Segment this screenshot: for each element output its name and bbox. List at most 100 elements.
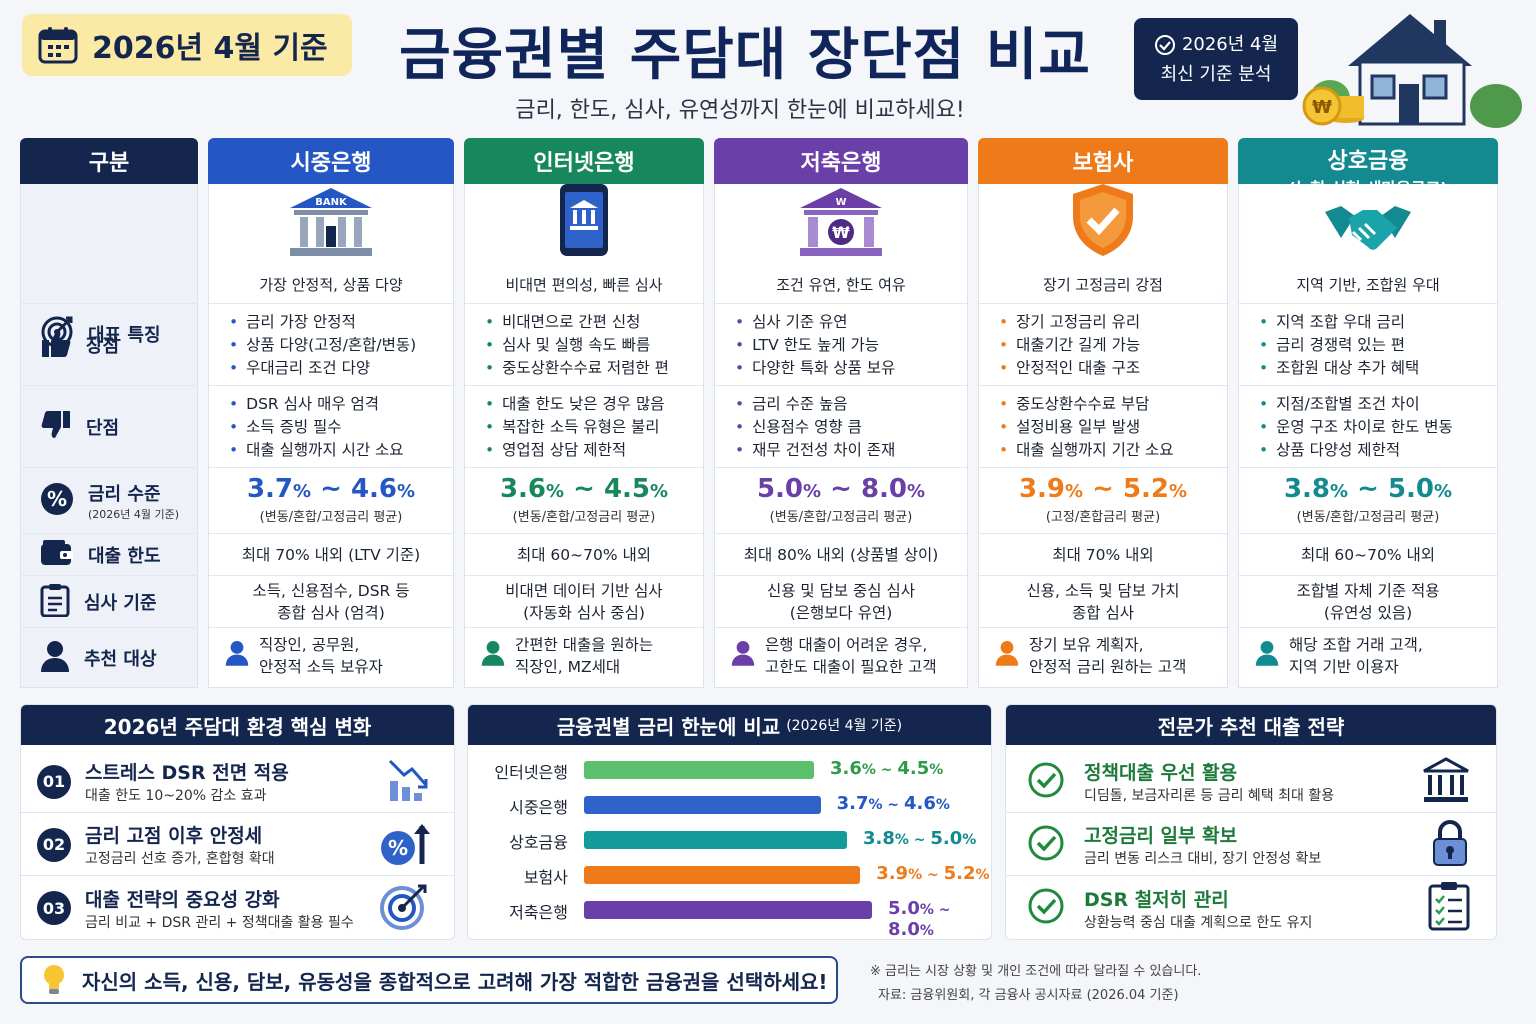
column-header-2: 인터넷은행 bbox=[464, 138, 704, 184]
svg-text:₩: ₩ bbox=[832, 223, 850, 242]
row-divider bbox=[20, 467, 198, 468]
pros-cell: 지역 조합 우대 금리금리 경쟁력 있는 편조합원 대상 추가 혜택 bbox=[1239, 304, 1497, 386]
mobile-bank-icon bbox=[556, 182, 612, 264]
change-text: 금리 고점 이후 안정세 고정금리 선호 증가, 혼합형 확대 bbox=[85, 821, 364, 868]
bank-icon: BANK bbox=[286, 186, 376, 264]
target-cell: 간편한 대출을 원하는 직장인, MZ세대 bbox=[465, 628, 703, 684]
person-icon bbox=[1255, 639, 1279, 673]
tip-text: 자신의 소득, 신용, 담보, 유동성을 종합적으로 고려해 가장 적합한 금융… bbox=[82, 969, 828, 994]
row-divider bbox=[20, 385, 198, 386]
change-title: 스트레스 DSR 전면 적용 bbox=[85, 762, 289, 784]
rate-cell: 3.7% ~ 4.6% (변동/혼합/고정금리 평균) bbox=[209, 468, 453, 534]
row-divider bbox=[715, 627, 967, 628]
row-divider bbox=[979, 467, 1227, 468]
won-coin-symbol: ₩ bbox=[1312, 97, 1332, 118]
rate-note: (변동/혼합/고정금리 평균) bbox=[259, 509, 403, 525]
feature-text: 조건 유연, 한도 여유 bbox=[776, 276, 906, 294]
cons-cell: DSR 심사 매우 엄격소득 증빙 필수대출 실행까지 시간 소요 bbox=[209, 386, 453, 468]
cons-cell: 지점/조합별 조건 차이운영 구조 차이로 한도 변동상품 다양성 제한적 bbox=[1239, 386, 1497, 468]
change-item: 03 대출 전략의 중요성 강화 금리 비교 + DSR 관리 + 정책대출 활용 … bbox=[21, 877, 454, 939]
row-label-2: 장점 bbox=[20, 304, 196, 386]
row-divider bbox=[465, 627, 703, 628]
rate-bar-chart: 인터넷은행 3.6% ~ 4.5% 시중은행 3.7% ~ 4.6% 상호금융 3.8% … bbox=[468, 745, 991, 939]
review-line: 종합 심사 bbox=[1072, 604, 1134, 622]
column-name: 인터넷은행 bbox=[533, 151, 635, 176]
handshake-icon bbox=[1323, 198, 1413, 264]
cons-item: DSR 심사 매우 엄격 bbox=[229, 393, 379, 416]
chart-bar bbox=[584, 901, 872, 919]
check-circle-icon bbox=[1028, 888, 1064, 928]
row-divider bbox=[465, 575, 703, 576]
target-text: 해당 조합 거래 고객, 지역 기반 이용자 bbox=[1289, 636, 1423, 676]
row-divider bbox=[209, 467, 453, 468]
analysis-line2: 최신 기준 분석 bbox=[1160, 64, 1272, 85]
changes-panel: 2026년 주담대 환경 핵심 변화 01 스트레스 DSR 전면 적용 대출 한도… bbox=[20, 704, 455, 940]
row-label-text: 단점 bbox=[86, 418, 120, 439]
strategy-item: DSR 철저히 관리 상환능력 중심 대출 계획으로 한도 유지 bbox=[1006, 877, 1496, 939]
review-line: (은행보다 유연) bbox=[789, 604, 893, 622]
footnote: ※ 금리는 시장 상황 및 개인 조건에 따라 달라질 수 있습니다. 자료: … bbox=[870, 960, 1201, 1008]
wallet-icon bbox=[40, 539, 74, 572]
target-text: 간편한 대출을 원하는 직장인, MZ세대 bbox=[515, 636, 654, 676]
row-divider bbox=[20, 533, 198, 534]
column-4: 장기 고정금리 강점장기 고정금리 유리대출기간 길게 가능안정적인 대출 구조… bbox=[978, 184, 1228, 688]
check-circle-icon bbox=[1028, 825, 1064, 865]
row-divider bbox=[209, 627, 453, 628]
analysis-line1: 2026년 4월 bbox=[1134, 30, 1298, 60]
review-line: 비대면 데이터 기반 심사 bbox=[505, 582, 663, 600]
strategy-item: 고정금리 일부 확보 금리 변동 리스크 대비, 장기 안정성 확보 bbox=[1006, 814, 1496, 876]
column-5: 지역 기반, 조합원 우대지역 조합 우대 금리금리 경쟁력 있는 편조합원 대… bbox=[1238, 184, 1498, 688]
target-text: 직장인, 공무원, 안정적 소득 보유자 bbox=[259, 636, 383, 676]
row-divider bbox=[979, 627, 1227, 628]
rate-note: (변동/혼합/고정금리 평균) bbox=[769, 509, 913, 525]
row-divider bbox=[715, 385, 967, 386]
chart-bar bbox=[584, 831, 847, 849]
strategy-text: DSR 철저히 관리 상환능력 중심 대출 계획으로 한도 유지 bbox=[1084, 885, 1414, 932]
table-label-header: 구분 bbox=[20, 138, 198, 184]
svg-text:W: W bbox=[835, 197, 846, 208]
rate-cell: 5.0% ~ 8.0% (변동/혼합/고정금리 평균) bbox=[715, 468, 967, 534]
column-2: 비대면 편의성, 빠른 심사비대면으로 간편 신청심사 및 실행 속도 빠름중도… bbox=[464, 184, 704, 688]
rate-range: 3.7% ~ 4.6% bbox=[246, 473, 416, 504]
percent-icon: % bbox=[40, 482, 74, 521]
bank-building-icon bbox=[1422, 756, 1470, 807]
strategy-desc: 금리 변동 리스크 대비, 장기 안정성 확보 bbox=[1084, 851, 1322, 867]
cons-cell: 금리 수준 높음신용점수 영향 큼재무 건전성 차이 존재 bbox=[715, 386, 967, 468]
pros-cell: 장기 고정금리 유리대출기간 길게 가능안정적인 대출 구조 bbox=[979, 304, 1227, 386]
row-divider bbox=[715, 575, 967, 576]
row-label-3: 단점 bbox=[20, 386, 196, 468]
rate-note: (변동/혼합/고정금리 평균) bbox=[1296, 509, 1440, 525]
change-title: 대출 전략의 중요성 강화 bbox=[85, 888, 280, 911]
change-title: 금리 고점 이후 안정세 bbox=[85, 825, 263, 847]
column-name: 저축은행 bbox=[800, 151, 882, 176]
cons-cell: 중도상환수수료 부담설정비용 일부 발생대출 실행까지 기간 소요 bbox=[979, 386, 1227, 468]
pros-item: 조합원 대상 추가 혜택 bbox=[1259, 357, 1419, 380]
rate-chart-title: 금융권별 금리 한눈에 비교 (2026년 4월 기준) bbox=[468, 705, 991, 745]
target-cell: 해당 조합 거래 고객, 지역 기반 이용자 bbox=[1239, 628, 1497, 684]
tip-box: 자신의 소득, 신용, 담보, 유동성을 종합적으로 고려해 가장 적합한 금융… bbox=[20, 956, 838, 1004]
row-divider bbox=[209, 533, 453, 534]
pros-item: 중도상환수수료 저렴한 편 bbox=[485, 357, 669, 380]
chart-category-label: 시중은행 bbox=[509, 798, 568, 817]
row-divider bbox=[209, 575, 453, 576]
savings-bank-icon: W ₩ bbox=[796, 186, 886, 264]
target-cell: 은행 대출이 어려운 경우, 고한도 대출이 필요한 고객 bbox=[715, 628, 967, 684]
row-divider bbox=[20, 303, 198, 304]
cons-item: 영업점 상담 제한적 bbox=[485, 439, 626, 462]
pros-item: 다양한 특화 상품 보유 bbox=[735, 357, 895, 380]
review-line: (유연성 있음) bbox=[1323, 604, 1413, 622]
change-desc: 금리 비교 + DSR 관리 + 정책대출 활용 필수 bbox=[85, 914, 354, 931]
strategy-desc: 디딤돌, 보금자리론 등 금리 혜택 최대 활용 bbox=[1084, 788, 1335, 804]
house-illustration-icon: ₩ bbox=[1302, 14, 1522, 128]
person-icon bbox=[731, 639, 755, 673]
chart-down-icon bbox=[386, 757, 430, 807]
column-name: 상호금융 bbox=[1327, 149, 1409, 174]
rate-chart-panel: 금융권별 금리 한눈에 비교 (2026년 4월 기준) 인터넷은행 3.6% ~… bbox=[467, 704, 992, 940]
change-item: 02 금리 고점 이후 안정세 고정금리 선호 증가, 혼합형 확대% bbox=[21, 814, 454, 876]
strategy-title: DSR 철저히 관리 bbox=[1084, 888, 1229, 911]
row-divider bbox=[1239, 467, 1497, 468]
cons-item: 지점/조합별 조건 차이 bbox=[1259, 393, 1419, 416]
column-header-1: 시중은행 bbox=[208, 138, 454, 184]
review-line: 신용 및 담보 중심 심사 bbox=[766, 582, 916, 600]
thumbs-down-icon bbox=[40, 409, 72, 446]
